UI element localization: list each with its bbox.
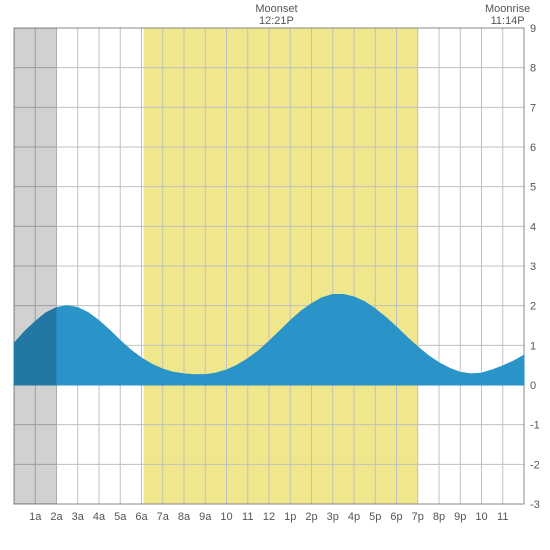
- x-tick-label: 2a: [50, 511, 63, 523]
- y-tick-label: -2: [530, 459, 540, 471]
- x-tick-label: 6a: [135, 511, 148, 523]
- x-tick-label: 5p: [369, 511, 381, 523]
- y-tick-label: 6: [530, 142, 536, 154]
- x-tick-label: 1a: [29, 511, 42, 523]
- x-tick-label: 1p: [284, 511, 296, 523]
- y-tick-label: 2: [530, 301, 536, 313]
- x-tick-label: 4a: [93, 511, 106, 523]
- moonrise-time: 11:14P: [491, 15, 525, 27]
- x-tick-label: 9a: [199, 511, 212, 523]
- x-tick-label: 8a: [178, 511, 191, 523]
- x-tick-label: 5a: [114, 511, 127, 523]
- x-tick-label: 12: [263, 511, 275, 523]
- y-tick-label: 7: [530, 102, 536, 114]
- y-tick-label: 0: [530, 380, 536, 392]
- x-tick-label: 11: [497, 511, 508, 523]
- x-tick-label: 10: [475, 511, 487, 523]
- x-tick-label: 3a: [72, 511, 85, 523]
- moonrise-label: Moonrise: [485, 3, 530, 15]
- x-tick-label: 4p: [348, 511, 360, 523]
- x-tick-label: 7a: [157, 511, 170, 523]
- tide-chart: -3-2-101234567891a2a3a4a5a6a7a8a9a101112…: [0, 0, 550, 550]
- x-tick-label: 11: [242, 511, 253, 523]
- x-tick-label: 9p: [454, 511, 466, 523]
- moonset-time: 12:21P: [259, 15, 294, 27]
- y-tick-label: 9: [530, 23, 536, 35]
- moonset-label: Moonset: [255, 3, 297, 15]
- y-tick-label: 3: [530, 261, 536, 273]
- x-tick-label: 8p: [433, 511, 445, 523]
- x-tick-label: 3p: [327, 511, 339, 523]
- x-tick-label: 6p: [390, 511, 402, 523]
- y-tick-label: -1: [530, 420, 540, 432]
- y-tick-label: 8: [530, 63, 536, 75]
- x-tick-label: 10: [220, 511, 232, 523]
- y-tick-label: 1: [530, 340, 536, 352]
- y-tick-label: -3: [530, 499, 540, 511]
- x-tick-label: 7p: [412, 511, 424, 523]
- x-tick-label: 2p: [305, 511, 317, 523]
- night-shade: [14, 28, 57, 504]
- y-tick-label: 5: [530, 182, 536, 194]
- y-tick-label: 4: [530, 221, 536, 233]
